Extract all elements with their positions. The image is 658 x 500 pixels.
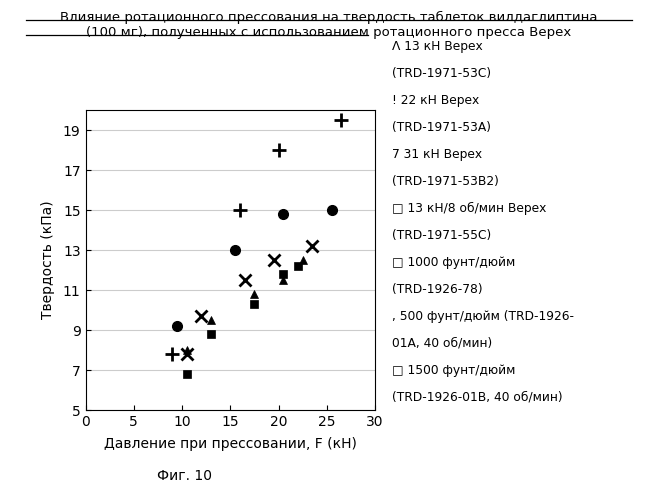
Text: 01A, 40 об/мин): 01A, 40 об/мин) <box>392 337 492 350</box>
Text: Фиг. 10: Фиг. 10 <box>157 468 212 482</box>
Text: 7 31 кН Верех: 7 31 кН Верех <box>392 148 482 161</box>
Text: , 500 фунт/дюйм (TRD-1926-: , 500 фунт/дюйм (TRD-1926- <box>392 310 574 323</box>
X-axis label: Давление при прессовании, F (кН): Давление при прессовании, F (кН) <box>104 437 357 451</box>
Text: □ 1000 фунт/дюйм: □ 1000 фунт/дюйм <box>392 256 515 269</box>
Text: ! 22 кН Верех: ! 22 кН Верех <box>392 94 479 107</box>
Text: (TRD-1971-55C): (TRD-1971-55C) <box>392 229 491 242</box>
Text: Λ 13 кН Верех: Λ 13 кН Верех <box>392 40 482 53</box>
Y-axis label: Твердость (кПа): Твердость (кПа) <box>41 200 55 320</box>
Text: (TRD-1971-53C): (TRD-1971-53C) <box>392 67 491 80</box>
Text: (TRD-1971-53B2): (TRD-1971-53B2) <box>392 175 498 188</box>
Text: (100 мг), полученных с использованием ротационного пресса Верех: (100 мг), полученных с использованием ро… <box>86 26 572 39</box>
Text: (TRD-1926-01B, 40 об/мин): (TRD-1926-01B, 40 об/мин) <box>392 391 562 404</box>
Text: □ 13 кН/8 об/мин Верех: □ 13 кН/8 об/мин Верех <box>392 202 546 215</box>
Text: Влияние ротационного прессования на твердость таблеток вилдаглиптина: Влияние ротационного прессования на твер… <box>61 11 597 24</box>
Text: □ 1500 фунт/дюйм: □ 1500 фунт/дюйм <box>392 364 515 377</box>
Text: (TRD-1971-53A): (TRD-1971-53A) <box>392 121 490 134</box>
Text: (TRD-1926-78): (TRD-1926-78) <box>392 283 482 296</box>
